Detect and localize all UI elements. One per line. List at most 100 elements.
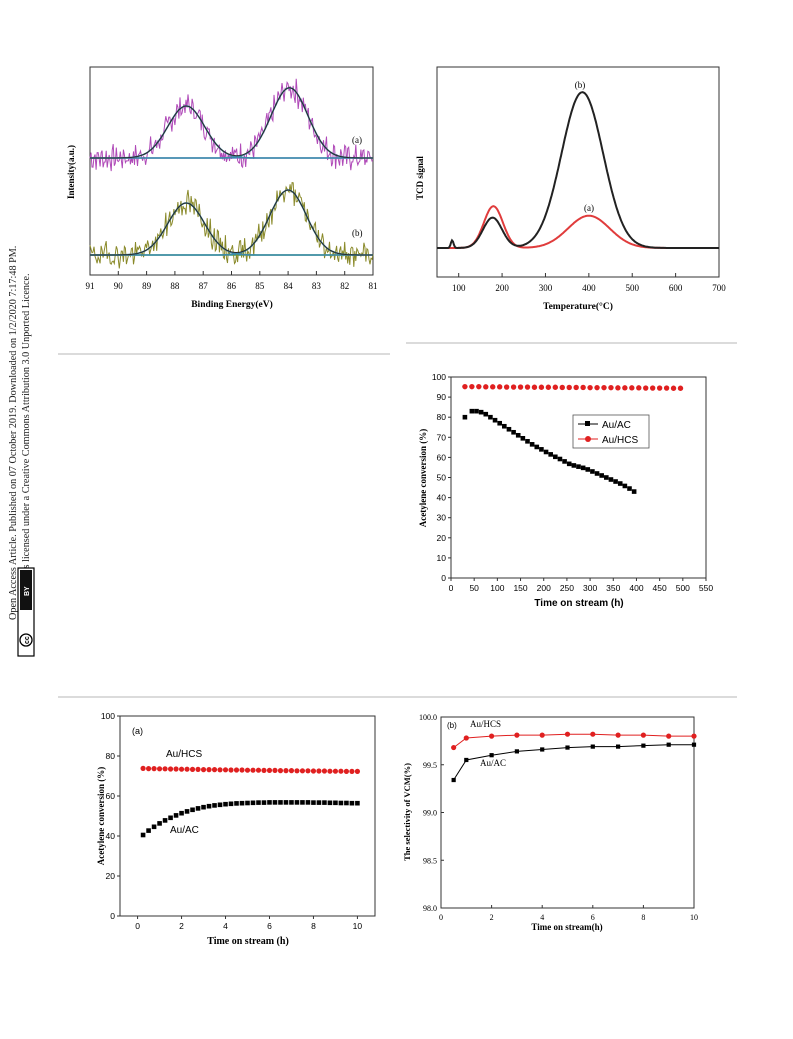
au-ac-point: [594, 471, 600, 476]
au-hcs-point: [277, 768, 284, 774]
au-ac-point: [322, 800, 327, 805]
au-ac-point: [300, 800, 305, 805]
au-hcs-point: [151, 766, 157, 772]
xps-chart: 91 90 89 88 87 86 85 84 83 82 81 (a) (b) Intensity…: [66, 66, 378, 310]
conversion-short-ac-label: Au/AC: [170, 825, 199, 836]
au-ac-point: [283, 800, 289, 805]
au-ac-point: [590, 469, 595, 474]
stability-x-tick-label: 200: [537, 583, 551, 593]
xps-series-b-label: (b): [352, 228, 363, 238]
au-ac-point: [511, 429, 516, 435]
au-ac-point: [168, 815, 173, 821]
au-hcs-point: [343, 768, 350, 775]
au-ac-point: [245, 800, 250, 806]
au-ac-point: [566, 461, 572, 467]
au-ac-point: [548, 452, 553, 457]
selectivity-y-label: The selectivity of VCM(%): [402, 763, 412, 861]
au-ac-point: [604, 475, 609, 480]
license-line-2: This article is licensed under a Creativ…: [21, 273, 32, 620]
xps-x-ticks: 91 90 89 88 87 86 85 84 83 82 81: [86, 271, 378, 291]
au-ac-point: [256, 800, 261, 805]
au-hcs-point: [349, 768, 355, 775]
au-ac-point: [201, 804, 206, 810]
au-ac-point: [278, 800, 283, 805]
au-hcs-point: [283, 768, 289, 774]
xps-plot-frame: [89, 66, 374, 276]
au-ac-point: [146, 828, 151, 833]
au-ac-point: [195, 806, 201, 811]
au-ac-point: [488, 414, 493, 420]
au-hcs-point: [566, 384, 572, 391]
au-ac-point: [540, 747, 545, 752]
au-ac-point: [483, 411, 489, 417]
xps-x-tick-label: 88: [170, 281, 180, 291]
au-ac-point: [294, 800, 300, 805]
tcd-curves: [437, 91, 719, 250]
conversion-short-x-tick-label: 10: [353, 921, 363, 931]
selectivity-x-tick-label: 10: [690, 913, 698, 922]
tcd-x-tick-label: 100: [452, 283, 466, 293]
au-ac-point: [666, 742, 671, 747]
selectivity-x-tick-label: 2: [490, 913, 494, 922]
au-hcs-point: [469, 383, 475, 390]
au-hcs-point: [222, 767, 229, 773]
selectivity-points: [451, 731, 697, 783]
au-ac-point: [173, 813, 179, 818]
xps-raw-spectrum: [89, 182, 374, 269]
au-hcs-point: [250, 767, 256, 773]
au-hcs-point: [580, 384, 586, 391]
au-hcs-point: [327, 768, 333, 774]
tcd-x-ticks: 100 200 300 400 500 600 700: [452, 273, 726, 293]
stability-ticks: 0 50 100 150 200 250 300 350 400 450 500 550 0 10 20 30…: [432, 372, 714, 593]
au-ac-point: [557, 456, 563, 462]
au-ac-point: [344, 800, 349, 806]
au-hcs-point: [217, 767, 223, 773]
stability-x-tick-label: 550: [699, 583, 713, 593]
au-hcs-point: [573, 384, 579, 391]
au-hcs-point: [496, 384, 503, 390]
selectivity-y-tick-label: 99.0: [423, 809, 437, 818]
au-hcs-point: [338, 768, 344, 774]
selectivity-x-tick-label: 4: [540, 913, 544, 922]
xps-x-tick-label: 84: [284, 281, 294, 291]
tcd-x-tick-label: 700: [712, 283, 726, 293]
au-ac-point: [608, 477, 614, 482]
au-ac-point: [239, 800, 245, 806]
au-hcs-point: [294, 768, 300, 774]
au-hcs-point: [587, 384, 593, 391]
license-line-1: Open Access Article. Published on 07 Oct…: [8, 246, 19, 620]
stability-x-tick-label: 250: [560, 583, 574, 593]
conversion-short-x-tick-label: 2: [179, 921, 184, 931]
stability-y-tick-label: 50: [437, 473, 447, 483]
au-ac-point: [338, 800, 344, 806]
au-hcs-point: [156, 766, 163, 772]
conversion-short-y-tick-label: 20: [106, 871, 116, 881]
au-hcs-point: [316, 768, 322, 774]
au-ac-point: [157, 821, 162, 826]
au-ac-point: [261, 800, 267, 805]
tcd-x-tick-label: 200: [495, 283, 509, 293]
au-ac-point: [272, 800, 278, 805]
xps-curves: [89, 78, 374, 269]
au-ac-point: [534, 444, 540, 450]
au-hcs-point: [524, 384, 531, 390]
stability-x-tick-label: 350: [606, 583, 620, 593]
xps-x-tick-label: 90: [114, 281, 124, 291]
au-hcs-point: [255, 767, 262, 773]
legend-au-hcs-marker: [585, 436, 591, 442]
au-hcs-point: [272, 767, 278, 774]
au-hcs-point: [288, 768, 295, 774]
au-ac-point: [451, 777, 456, 783]
au-hcs-point: [545, 384, 552, 390]
au-hcs-point: [677, 385, 684, 391]
au-ac-point: [206, 803, 212, 809]
au-hcs-point: [489, 733, 495, 739]
tcd-curve: [437, 205, 719, 249]
au-ac-point: [543, 449, 549, 455]
xps-x-tick-label: 82: [340, 281, 349, 291]
au-ac-point: [184, 809, 190, 814]
conversion-short-x-tick-label: 0: [135, 921, 140, 931]
